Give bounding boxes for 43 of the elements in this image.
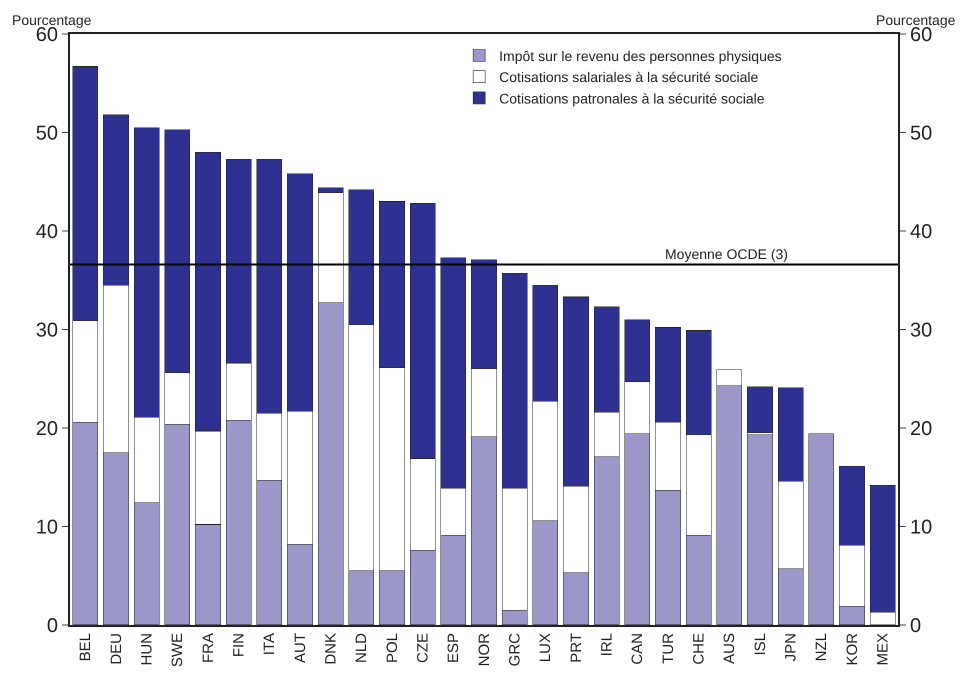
x-tick-label: KOR [844, 632, 861, 666]
x-tick-label: ISL [752, 633, 769, 656]
y-tick-label: 20 [36, 418, 58, 440]
x-tick-label: NLD [353, 632, 370, 664]
x-tick-label: CAN [629, 633, 646, 665]
x-tick-label: PRT [568, 633, 585, 663]
x-tick-label: MEX [874, 633, 892, 666]
x-tick-label: FIN [230, 633, 248, 658]
x-tick-label: GRC [506, 632, 524, 666]
y2-tick-label: 10 [910, 516, 932, 538]
x-tick-label: TUR [660, 632, 677, 664]
x-tick-label: ITA [261, 633, 278, 656]
ref-line-label: Moyenne OCDE (3) [665, 246, 788, 262]
y-tick-label: 10 [36, 516, 58, 538]
legend-label: Cotisations salariales à la sécurité sociale [499, 69, 758, 86]
x-tick-label: AUT [292, 633, 309, 663]
y-tick-label: 40 [36, 221, 58, 243]
x-tick-label: CZE [414, 633, 432, 663]
x-tick-label: BEL [77, 633, 94, 662]
y2-tick-label: 50 [910, 122, 932, 144]
x-tick-label: AUS [721, 633, 738, 664]
y2-tick-label: 20 [910, 418, 932, 440]
x-tick-label: ESP [445, 633, 462, 664]
x-tick-label: NZL [813, 633, 830, 662]
x-tick-label: POL [384, 633, 401, 664]
x-tick-label: HUN [138, 633, 156, 666]
legend-label: Cotisations patronales à la sécurité sociale [499, 90, 765, 106]
x-tick-label: SWE [169, 633, 186, 668]
y2-tick-label: 30 [910, 320, 932, 342]
legend-label: Impôt sur le revenu des personnes physiques [499, 48, 782, 64]
y-tick-label: 50 [36, 122, 58, 144]
x-tick-label: DNK [322, 633, 340, 665]
x-tick-label: IRL [598, 633, 616, 656]
x-tick-label: LUX [537, 633, 554, 662]
x-tick-label: DEU [108, 633, 125, 665]
y2-tick-label: 40 [910, 221, 932, 243]
y-tick-label: 0 [46, 615, 58, 637]
x-tick-label: FRA [200, 633, 217, 663]
y2-tick-label: 0 [910, 615, 922, 637]
x-tick-label: CHE [690, 633, 708, 665]
x-tick-label: NOR [476, 632, 493, 666]
x-tick-label: JPN [782, 633, 800, 662]
y-tick-label: 30 [36, 320, 58, 342]
